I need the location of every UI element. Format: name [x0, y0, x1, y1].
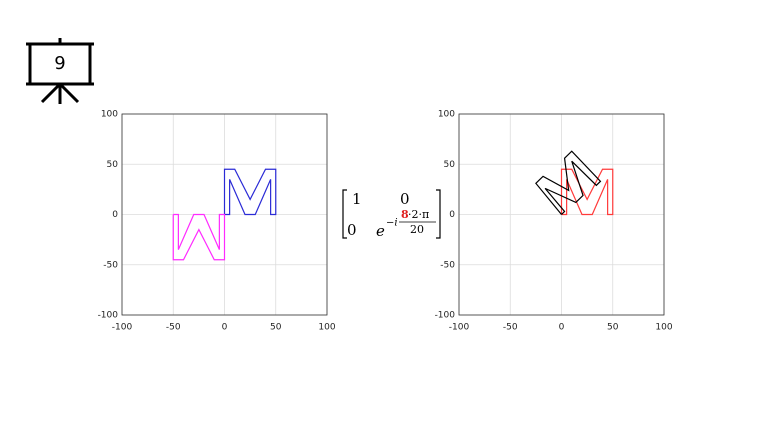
x-tick-label: 50	[607, 323, 619, 333]
matrix-highlight: 8	[401, 208, 409, 221]
y-tick-label: 50	[107, 160, 119, 170]
x-tick-label: -100	[112, 323, 133, 333]
shape-outline	[535, 150, 602, 215]
y-tick-label: 50	[444, 160, 456, 170]
plot-frame	[458, 113, 665, 316]
x-tick-label: 0	[222, 323, 228, 333]
y-tick-label: -100	[98, 311, 119, 321]
presentation-icon	[26, 38, 94, 104]
matrix-entry: 0	[400, 190, 410, 208]
x-tick-label: 100	[318, 323, 335, 333]
matrix-base: e	[376, 222, 385, 240]
x-tick-label: 50	[270, 323, 282, 333]
x-tick-label: -50	[166, 323, 181, 333]
y-tick-label: 0	[449, 210, 455, 220]
plot-frame	[121, 113, 328, 316]
x-tick-label: 100	[655, 323, 672, 333]
shape-outline	[560, 168, 614, 216]
matrix-denominator: 20	[410, 223, 424, 236]
x-tick-label: -100	[449, 323, 470, 333]
shape-outline	[172, 213, 226, 261]
y-tick-label: 0	[112, 210, 118, 220]
slide-number: 9	[54, 53, 65, 74]
matrix-entry: 1	[352, 190, 362, 208]
y-tick-label: -50	[440, 260, 455, 270]
y-tick-label: -50	[103, 260, 118, 270]
matrix-entry: 0	[347, 221, 357, 239]
matrix-exponent: −i	[386, 218, 398, 229]
matrix: 1 0 0 e −i 8 ·2·π 20	[342, 189, 441, 240]
x-tick-label: -50	[503, 323, 518, 333]
x-tick-label: 0	[559, 323, 565, 333]
y-tick-label: 100	[101, 110, 118, 120]
shape-outline	[223, 168, 277, 216]
y-tick-label: -100	[435, 311, 456, 321]
matrix-numerator: ·2·π	[408, 208, 429, 221]
y-tick-label: 100	[438, 110, 455, 120]
